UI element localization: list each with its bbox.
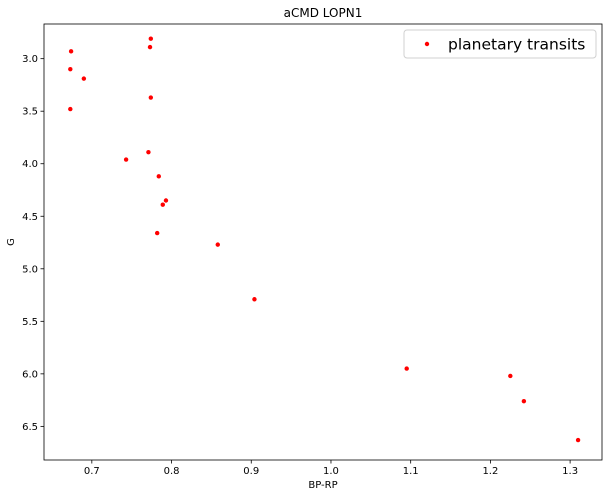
plot-area bbox=[43, 23, 603, 461]
data-point bbox=[148, 95, 154, 100]
x-axis: 0.7 0.8 0.9 1.0 1.1 1.2 1.3 bbox=[84, 460, 578, 477]
y-tick-label: 3.0 bbox=[22, 54, 38, 65]
data-point bbox=[404, 366, 409, 371]
data-point bbox=[521, 398, 527, 404]
legend-box bbox=[403, 29, 597, 59]
y-tick-label: 5.0 bbox=[22, 264, 38, 275]
x-tick-label: 1.0 bbox=[323, 466, 339, 477]
y-tick-label: 5.5 bbox=[22, 317, 38, 328]
x-tick-label: 0.9 bbox=[243, 466, 259, 477]
data-point bbox=[123, 157, 129, 162]
data-point bbox=[508, 373, 513, 379]
data-point bbox=[160, 202, 165, 207]
data-point bbox=[147, 44, 153, 50]
data-point bbox=[68, 49, 74, 54]
data-point bbox=[575, 437, 581, 443]
x-tick-label: 0.7 bbox=[84, 466, 100, 477]
data-point bbox=[154, 230, 160, 236]
data-points bbox=[68, 36, 581, 443]
x-tick-label: 0.8 bbox=[164, 466, 180, 477]
data-point bbox=[252, 297, 257, 302]
y-axis: 3.0 3.5 4.0 4.5 5.0 5.5 6.0 6.5 bbox=[22, 54, 44, 433]
y-tick-label: 4.5 bbox=[22, 212, 38, 223]
data-point bbox=[68, 66, 73, 72]
y-tick-label: 6.5 bbox=[22, 422, 38, 433]
x-tick-label: 1.1 bbox=[403, 466, 419, 477]
y-tick-label: 3.5 bbox=[22, 107, 38, 118]
data-point bbox=[156, 174, 161, 179]
data-point bbox=[81, 76, 87, 81]
legend: planetary transits bbox=[403, 29, 597, 59]
data-point bbox=[68, 106, 73, 112]
y-axis-label: G bbox=[6, 238, 17, 246]
x-tick-label: 1.2 bbox=[482, 466, 498, 477]
data-point bbox=[215, 242, 220, 247]
x-axis-label: BP-RP bbox=[308, 480, 337, 491]
chart-title: aCMD LOPN1 bbox=[284, 6, 363, 20]
x-tick-label: 1.3 bbox=[562, 466, 578, 477]
legend-marker bbox=[424, 41, 430, 47]
data-point bbox=[146, 149, 151, 155]
y-tick-label: 4.0 bbox=[22, 159, 38, 170]
data-point bbox=[163, 198, 169, 203]
y-tick-label: 6.0 bbox=[22, 369, 38, 380]
data-point bbox=[148, 36, 154, 41]
legend-label: planetary transits bbox=[448, 36, 585, 54]
